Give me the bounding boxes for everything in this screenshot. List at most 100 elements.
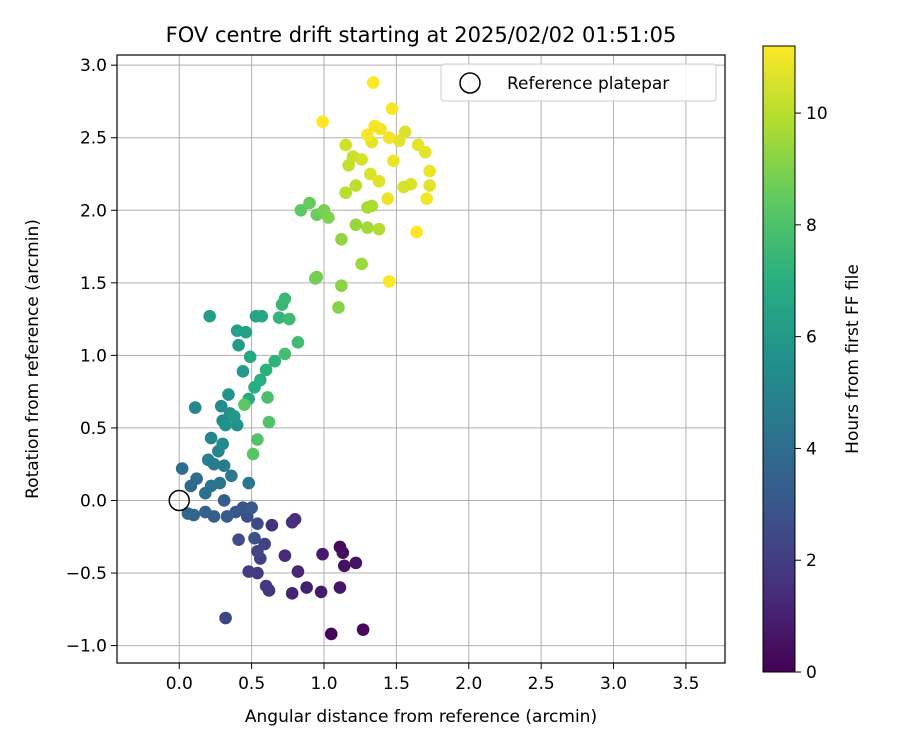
scatter-point (294, 203, 308, 217)
scatter-point (310, 270, 324, 284)
x-axis-label: Angular distance from reference (arcmin) (245, 707, 597, 727)
scatter-point (204, 431, 218, 445)
scatter-point (349, 218, 363, 232)
scatter-point (259, 579, 273, 593)
scatter-point (282, 312, 296, 326)
scatter-point (316, 115, 329, 129)
scatter-point (420, 192, 434, 205)
scatter-point (217, 494, 231, 507)
x-tick-label: 0.0 (166, 674, 193, 694)
grid-lines (117, 55, 725, 663)
y-tick-label: 1.5 (80, 274, 107, 294)
scatter-point (203, 309, 216, 323)
scatter-point (291, 565, 305, 578)
scatter-point (243, 350, 257, 364)
scatter-point (199, 505, 212, 519)
chart-title: FOV centre drift starting at 2025/02/02 … (166, 23, 677, 47)
data-points (175, 76, 436, 641)
reference-platepar-marker (168, 489, 190, 512)
scatter-point (222, 388, 235, 401)
scatter-point (365, 199, 379, 213)
scatter-point (259, 363, 273, 377)
y-tick-label: 0.0 (80, 491, 107, 511)
scatter-point (181, 507, 195, 520)
scatter-point (355, 153, 368, 166)
x-tick-label: 0.5 (238, 674, 265, 694)
scatter-point (372, 174, 386, 188)
colorbar-tick-label: 8 (806, 216, 817, 236)
scatter-point (213, 476, 227, 490)
colorbar-tick-label: 10 (806, 104, 828, 124)
scatter-point (336, 546, 350, 560)
scatter-point (278, 292, 292, 306)
scatter-point (268, 354, 282, 368)
scatter-point (225, 469, 238, 483)
scatter-point (216, 437, 229, 451)
scatter-point (255, 309, 269, 323)
scatter-point (220, 510, 234, 523)
scatter-point (332, 301, 345, 314)
scatter-point (217, 459, 231, 472)
x-tick-label: 1.0 (310, 674, 337, 694)
scatter-point (285, 515, 299, 529)
scatter-point (232, 533, 245, 546)
scatter-point (316, 547, 329, 561)
y-tick-label: 0.5 (80, 419, 107, 439)
scatter-point (333, 581, 347, 594)
colorbar-tick-label: 4 (806, 439, 817, 459)
scatter-point (387, 154, 400, 168)
y-tick-label: 2.0 (80, 201, 107, 221)
colorbar-tick-label: 2 (806, 551, 817, 571)
scatter-point (254, 373, 267, 387)
scatter-point (214, 399, 228, 413)
scatter-point (251, 517, 264, 530)
scatter-point (361, 128, 374, 142)
scatter-point (382, 275, 396, 288)
scatter-point (392, 134, 406, 147)
scatter-point (411, 138, 425, 152)
scatter-point (219, 611, 232, 625)
scatter-point (349, 179, 363, 192)
colorbar-gradient (762, 45, 796, 673)
scatter-point (355, 257, 368, 271)
colorbar-ticks: 0 2 4 6 8 10 (795, 104, 828, 683)
scatter-point (423, 179, 436, 192)
scatter-point (248, 531, 261, 545)
x-tick-label: 2.5 (528, 674, 555, 694)
scatter-point (385, 102, 399, 115)
scatter-point (372, 222, 386, 236)
scatter-point (278, 549, 292, 562)
scatter-point (232, 338, 245, 352)
scatter-point (366, 76, 380, 89)
scatter-point (291, 336, 305, 349)
scatter-point (242, 565, 256, 578)
legend-label: Reference platepar (507, 74, 669, 94)
scatter-point (335, 232, 348, 246)
scatter-point (251, 544, 264, 558)
y-axis-ticks: −1.0 −0.5 0.0 0.5 1.0 1.5 2.0 2.5 3.0 (66, 56, 117, 657)
scatter-point (175, 462, 189, 475)
scatter-point (239, 325, 253, 339)
scatter-point (188, 401, 202, 414)
plot-area (116, 54, 726, 664)
scatter-point (339, 138, 353, 152)
y-tick-label: 1.0 (80, 346, 107, 366)
legend-marker (459, 72, 481, 94)
scatter-point (262, 415, 276, 429)
scatter-point (397, 180, 410, 194)
scatter-point (382, 131, 396, 145)
scatter-point (236, 365, 250, 378)
colorbar-label: Hours from first FF file (843, 264, 863, 454)
scatter-point (381, 192, 395, 205)
scatter-point (227, 410, 241, 423)
scatter-point (190, 472, 203, 486)
scatter-point (364, 167, 377, 181)
scatter-point (265, 518, 279, 532)
scatter-point (314, 585, 328, 599)
y-axis-label: Rotation from reference (arcmin) (23, 219, 43, 499)
scatter-point (322, 211, 335, 224)
scatter-point (339, 186, 353, 200)
colorbar-tick-label: 0 (806, 663, 817, 683)
scatter-point (361, 221, 374, 234)
